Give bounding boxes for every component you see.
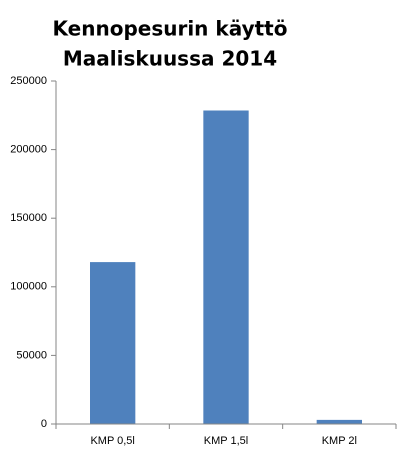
x-tick-label: KMP 2l [322, 435, 357, 447]
bar [316, 419, 362, 424]
x-tick-label: KMP 1,5l [204, 435, 248, 447]
chart-title: Kennopesurin käyttö [53, 17, 288, 41]
y-tick-label: 0 [41, 418, 47, 430]
x-tick-label: KMP 0,5l [90, 435, 134, 447]
bar [203, 110, 249, 425]
y-tick-label: 50000 [16, 349, 47, 361]
chart-title: Maaliskuussa 2014 [63, 47, 277, 71]
y-tick-label: 200000 [10, 144, 47, 156]
y-tick-label: 250000 [10, 75, 47, 87]
y-tick-label: 100000 [10, 281, 47, 293]
y-tick-label: 150000 [10, 212, 47, 224]
bar [90, 262, 136, 424]
